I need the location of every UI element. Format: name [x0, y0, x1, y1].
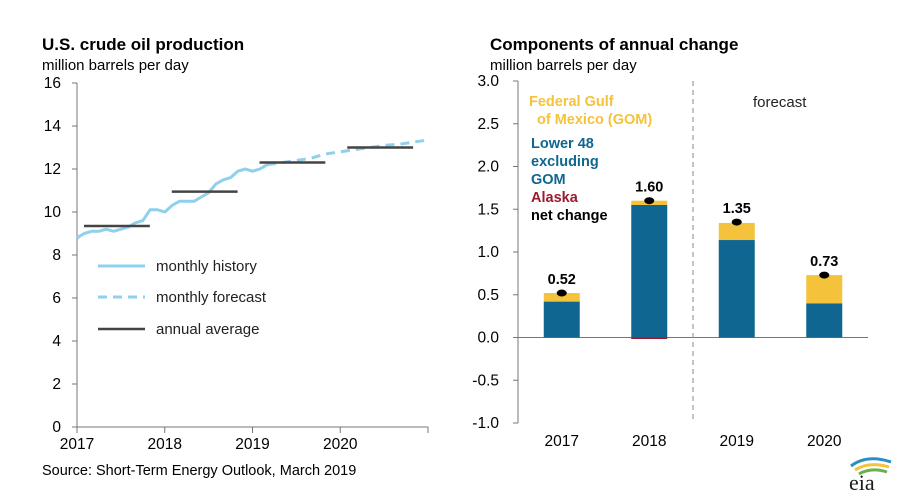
bar-lower48-2018	[631, 204, 668, 338]
legend-lower48-line1: Lower 48	[531, 136, 594, 152]
legend-net-change: net change	[531, 208, 608, 224]
forecast-label: forecast	[753, 94, 807, 111]
y-tick-label: 0.5	[477, 287, 499, 304]
net-change-marker-2018	[644, 197, 655, 205]
x-tick-label: 2017	[545, 433, 579, 450]
y-tick-label: 1.0	[477, 244, 499, 261]
y-tick-label: 16	[44, 75, 61, 92]
y-tick-label: 8	[52, 247, 61, 264]
y-tick-label: 10	[44, 204, 62, 221]
right-chart-subtitle: million barrels per day	[490, 57, 637, 74]
x-tick-label: 2019	[720, 433, 754, 450]
bar-gom-2019	[718, 222, 755, 241]
y-tick-label: 14	[44, 118, 62, 135]
y-tick-label: 3.0	[477, 73, 499, 90]
bar-lower48-2020	[806, 303, 843, 338]
left-chart-subtitle: million barrels per day	[42, 57, 189, 74]
legend-annual-label: annual average	[156, 321, 259, 338]
eia-logo-text: eia	[849, 470, 875, 495]
x-tick-label: 2019	[235, 436, 269, 453]
legend-forecast-label: monthly forecast	[156, 289, 267, 306]
legend-history-label: monthly history	[156, 258, 257, 275]
y-tick-label: 0	[52, 419, 61, 436]
eia-logo: eia	[849, 457, 892, 495]
y-tick-label: 12	[44, 161, 61, 178]
x-tick-label: 2018	[148, 436, 182, 453]
left-chart-title: U.S. crude oil production	[42, 35, 245, 54]
source-note: Source: Short-Term Energy Outlook, March…	[42, 463, 357, 479]
net-change-label-2019: 1.35	[723, 201, 751, 217]
x-tick-label: 2018	[632, 433, 666, 450]
bar-lower48-2019	[718, 240, 755, 338]
net-change-label-2017: 0.52	[548, 272, 576, 288]
y-tick-label: 2	[52, 376, 61, 393]
x-tick-label: 2020	[807, 433, 842, 450]
y-tick-label: 6	[52, 290, 61, 307]
x-tick-label: 2017	[60, 436, 94, 453]
right-chart-title: Components of annual change	[490, 35, 739, 54]
y-tick-label: -0.5	[472, 372, 499, 389]
monthly-history-line	[76, 163, 268, 240]
y-tick-label: -1.0	[472, 415, 499, 432]
bar-alaska-2018	[631, 337, 668, 339]
net-change-label-2018: 1.60	[635, 180, 663, 196]
y-tick-label: 0.0	[477, 330, 499, 347]
bar-lower48-2017	[543, 301, 580, 338]
y-tick-label: 2.0	[477, 159, 499, 176]
net-change-marker-2017	[556, 289, 567, 297]
net-change-marker-2019	[731, 218, 742, 226]
legend-gom-line1: Federal Gulf	[529, 94, 614, 110]
monthly-forecast-line	[266, 138, 429, 167]
legend-lower48-line3: GOM	[531, 172, 566, 188]
legend-gom-line2: of Mexico (GOM)	[537, 112, 652, 128]
bar-gom-2020	[806, 275, 843, 304]
y-tick-label: 1.5	[477, 201, 499, 218]
legend-lower48-line2: excluding	[531, 154, 599, 170]
net-change-label-2020: 0.73	[810, 254, 838, 270]
bar-gom-2017	[543, 293, 580, 302]
y-tick-label: 2.5	[477, 116, 499, 133]
legend-alaska: Alaska	[531, 190, 579, 206]
net-change-marker-2020	[819, 271, 830, 279]
y-tick-label: 4	[52, 333, 61, 350]
x-tick-label: 2020	[323, 436, 358, 453]
